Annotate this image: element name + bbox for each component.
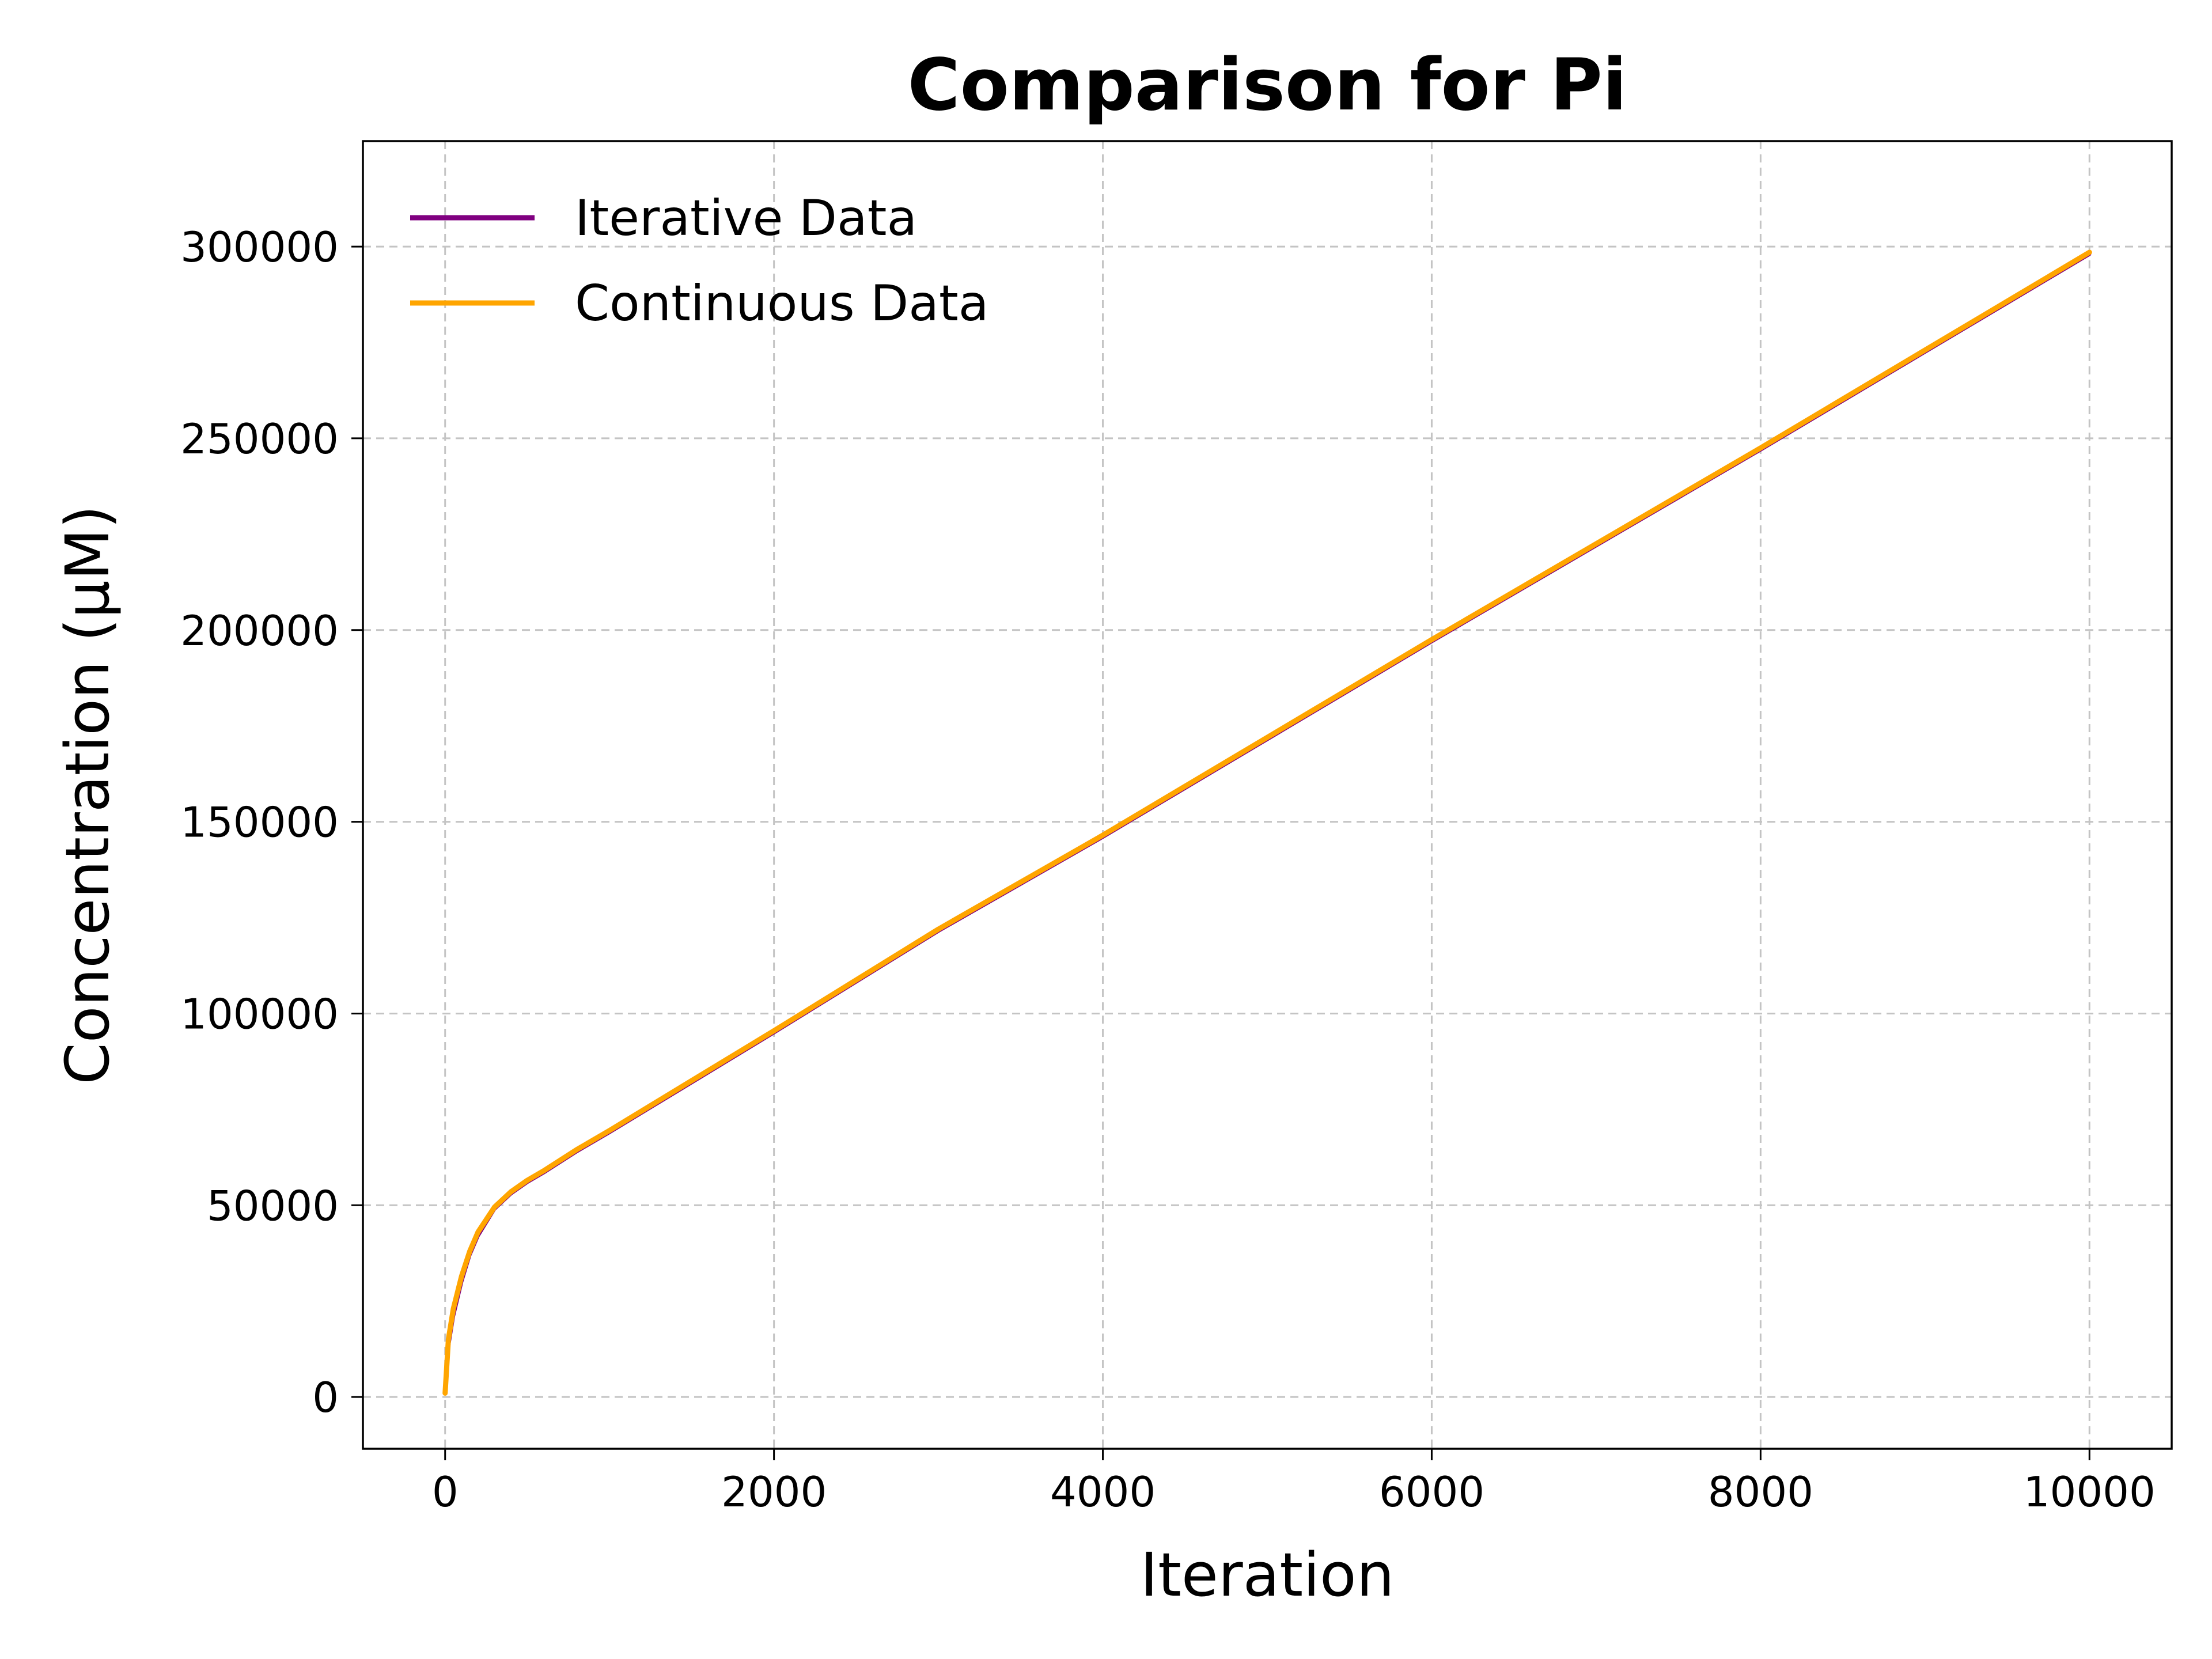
grid [363,141,2172,1449]
legend: Iterative Data Continuous Data [410,190,988,332]
x-tick-label: 10000 [2024,1468,2156,1516]
chart-title: Comparison for Pi [908,44,1627,127]
x-axis-label: Iteration [1140,1540,1394,1610]
series-line-continuous-data [442,249,2092,1396]
legend-label-iterative-data: Iterative Data [575,190,917,247]
y-tick-label: 150000 [180,798,339,847]
series-lines [442,249,2092,1396]
x-tick-label: 8000 [1708,1468,1813,1516]
x-tick-label: 4000 [1050,1468,1156,1516]
x-tick-label: 0 [432,1468,459,1516]
legend-label-continuous-data: Continuous Data [575,275,988,332]
y-tick-label: 50000 [207,1181,339,1230]
y-tick-label: 300000 [180,223,339,271]
y-axis-label: Concentration (μM) [52,505,123,1085]
y-tick-label: 0 [312,1373,339,1422]
y-tick-label: 250000 [180,415,339,463]
plot-frame [362,140,2173,1450]
ticks: 0 2000 4000 6000 8000 10000050000100000150000… [180,223,2156,1516]
x-tick-label: 2000 [721,1468,827,1516]
x-tick-label: 6000 [1379,1468,1484,1516]
series-line-iterative-data [443,252,2092,1395]
y-tick-label: 200000 [180,607,339,655]
y-tick-label: 100000 [180,990,339,1038]
